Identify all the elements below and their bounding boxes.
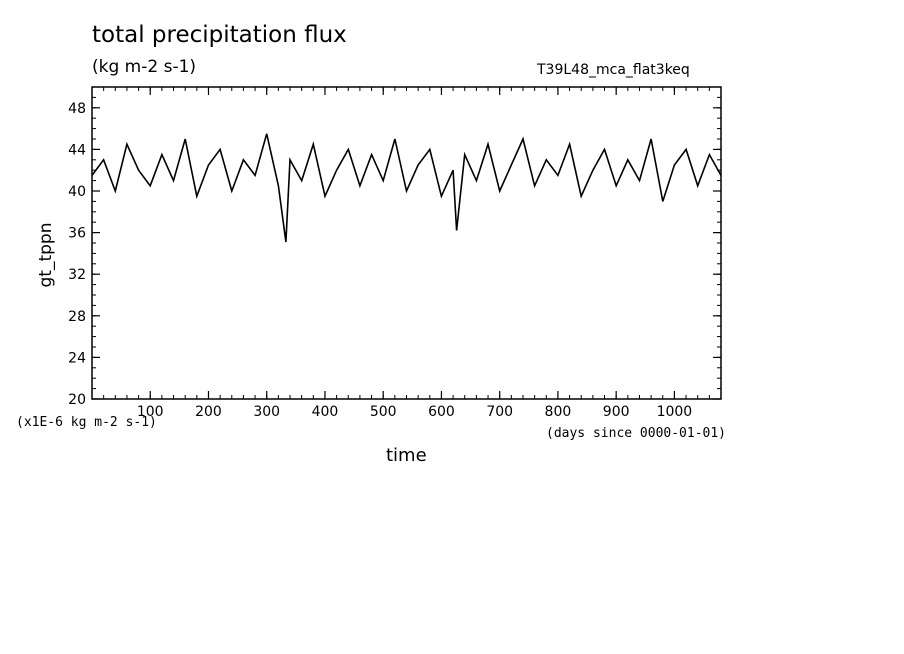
- x-tick-label: 100: [137, 404, 164, 420]
- x-tick-label: 900: [603, 404, 630, 420]
- x-tick-label: 300: [253, 404, 280, 420]
- x-tick-label: 1000: [657, 404, 693, 420]
- y-tick-label: 32: [68, 267, 86, 283]
- x-tick-label: 600: [428, 404, 455, 420]
- x-axis-units: (days since 0000-01-01): [546, 426, 727, 441]
- axis-ticks: [91, 86, 722, 400]
- y-tick-label: 36: [68, 226, 86, 242]
- series-line: [91, 133, 722, 243]
- y-tick-label: 44: [68, 142, 86, 158]
- x-tick-label: 400: [312, 404, 339, 420]
- y-tick-label: 20: [68, 392, 86, 408]
- chart-title: total precipitation flux: [92, 22, 347, 48]
- y-tick-label: 48: [68, 101, 86, 117]
- y-axis-units: (x1E-6 kg m-2 s-1): [16, 415, 157, 430]
- y-tick-label: 40: [68, 184, 86, 200]
- x-axis-label: time: [386, 445, 427, 466]
- experiment-label: T39L48_mca_flat3keq: [537, 62, 690, 78]
- x-tick-label: 700: [486, 404, 513, 420]
- y-tick-label: 24: [68, 350, 86, 366]
- x-tick-label: 500: [370, 404, 397, 420]
- y-tick-label: 28: [68, 309, 86, 325]
- x-tick-label: 200: [195, 404, 222, 420]
- x-tick-label: 800: [545, 404, 572, 420]
- series-layer: [91, 133, 722, 243]
- axis-tick-labels: 100 200 300 400 500 600 700 800 900 1000 20 24 28 32 3…: [68, 101, 692, 420]
- plot-frame: [91, 86, 722, 400]
- chart-units: (kg m-2 s-1): [92, 57, 197, 77]
